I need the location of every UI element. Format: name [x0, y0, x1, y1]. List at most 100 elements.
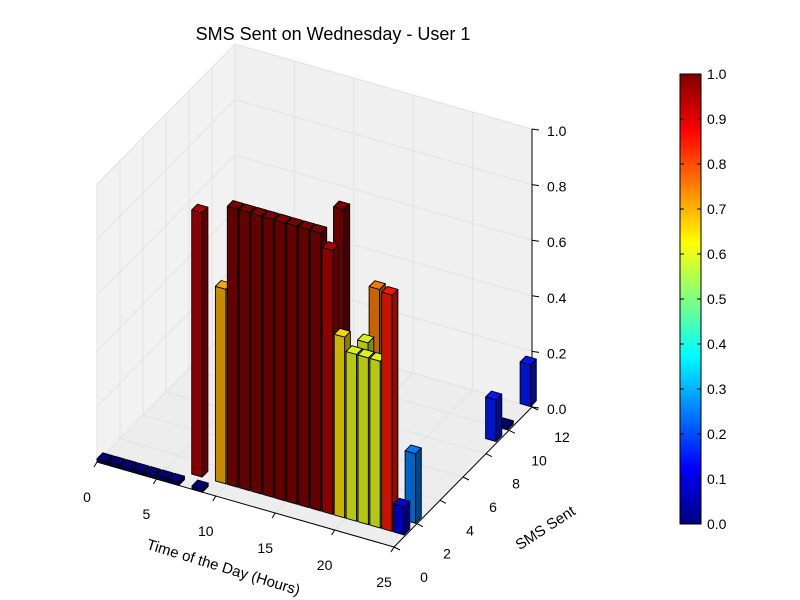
bar: [191, 479, 209, 493]
bar-top-face: [132, 462, 150, 473]
bar-side-face: [201, 206, 209, 478]
bar-top-face: [368, 280, 386, 290]
z-tick-mark: [531, 295, 540, 298]
z-tick-label: 0.8: [547, 179, 567, 195]
x-tick-label: 0: [83, 489, 91, 505]
bar-top-face: [108, 455, 126, 466]
y-tick-mark: [485, 453, 493, 458]
y-tick-mark: [393, 546, 401, 551]
colorbar-tick-label: 0.6: [707, 246, 727, 262]
bar-side-face: [391, 288, 399, 532]
grid-line-z: [96, 43, 533, 185]
bar-front-face: [333, 333, 346, 519]
bar-front-face: [519, 361, 532, 408]
bar-top-face: [357, 348, 375, 359]
bar-top-face: [333, 327, 351, 338]
bar-front-face: [214, 285, 227, 485]
bar: [404, 444, 422, 524]
bar: [393, 497, 411, 536]
bar-front-face: [485, 396, 497, 443]
bar-top-face: [321, 241, 339, 251]
bar-top-face: [393, 497, 411, 508]
bar-top-face: [404, 444, 422, 455]
z-tick-mark: [531, 350, 540, 353]
bar-top-face: [310, 223, 328, 234]
bar-top-face: [167, 472, 185, 483]
y-axis-label: SMS Sent: [513, 502, 580, 553]
x-axis-label: Time of the Day (Hours): [145, 536, 303, 599]
bar-top-face: [485, 390, 503, 401]
y-tick-label: 4: [466, 522, 474, 538]
bar-top-face: [250, 206, 268, 217]
colorbar-tick-label: 0.5: [707, 291, 727, 307]
y-tick-label: 0: [420, 569, 428, 585]
bar-front-face: [321, 246, 334, 515]
bar-top-face: [155, 469, 174, 480]
bar-front-face: [381, 291, 393, 532]
y-tick-label: 10: [531, 452, 547, 468]
colorbar-tick-label: 0.4: [707, 336, 727, 352]
x-tick-label: 20: [317, 557, 333, 573]
y-tick-label: 2: [443, 546, 451, 562]
y-tick-label: 12: [554, 429, 570, 445]
colorbar-tick-label: 0.1: [707, 471, 727, 487]
x-tick-mark: [152, 478, 157, 485]
bar-front-face: [369, 357, 381, 529]
colorbar-tick-label: 0.7: [707, 201, 727, 217]
bar-side-face: [530, 358, 537, 408]
z-tick-label: 0.2: [547, 345, 567, 361]
bar-front-face: [250, 212, 262, 495]
bar-top-face: [381, 285, 399, 296]
x-tick-label: 25: [376, 574, 392, 590]
bar-top-face: [120, 459, 138, 469]
colorbar-tick-label: 0.3: [707, 381, 727, 397]
z-tick-mark: [531, 128, 540, 131]
z-tick-mark: [531, 184, 540, 187]
colorbar-tick-label: 0.2: [707, 426, 727, 442]
bar-top-face: [226, 200, 244, 210]
bar-front-face: [274, 219, 286, 502]
z-tick-mark: [531, 239, 540, 242]
colorbar: 0.0 0.1 0.2 0.3 0.4 0.5 0.6 0.7 0.8 0.9 1.0: [679, 66, 727, 532]
bar-front-face: [357, 354, 369, 526]
bars-group: [96, 200, 537, 536]
colorbar-tick-label: 1.0: [707, 66, 727, 82]
bar-top-face: [144, 465, 162, 476]
x-tick-label: 10: [198, 523, 214, 539]
y-tick-label: 8: [512, 476, 520, 492]
z-tick-label: 0.0: [547, 401, 567, 417]
x-tick-mark: [390, 546, 395, 553]
bar: [381, 285, 399, 532]
bar-front-face: [238, 209, 251, 492]
bar-top-face: [96, 452, 114, 463]
x-tick-mark: [212, 495, 217, 502]
x-tick-mark: [271, 512, 276, 519]
bar-front-face: [393, 503, 405, 536]
y-tick-mark: [439, 499, 447, 504]
bar-top-face: [357, 333, 375, 344]
bar-top-face: [238, 203, 256, 214]
bar-top-face: [286, 217, 304, 227]
colorbar-tick-label: 0.8: [707, 156, 727, 172]
z-tick-label: 0.6: [547, 234, 567, 250]
x-tick-mark: [331, 529, 336, 536]
bar-top-face: [298, 220, 316, 231]
z-tick-label: 0.4: [547, 290, 567, 306]
x-tick-label: 5: [143, 506, 151, 522]
x-tick-mark: [93, 461, 98, 468]
x-tick-label: 15: [257, 540, 273, 556]
grid-line-z: [96, 99, 533, 240]
bar-top-face: [519, 355, 537, 366]
y-tick-mark: [416, 523, 424, 528]
bar-top-face: [191, 479, 209, 490]
grid-line-z: [96, 154, 533, 296]
bar: [191, 203, 209, 478]
bar-front-face: [345, 351, 358, 522]
bar-front-face: [286, 222, 298, 505]
bar: [485, 390, 503, 443]
bar-top-face: [345, 345, 363, 355]
bar: [519, 355, 537, 408]
bar-front-face: [310, 229, 322, 512]
